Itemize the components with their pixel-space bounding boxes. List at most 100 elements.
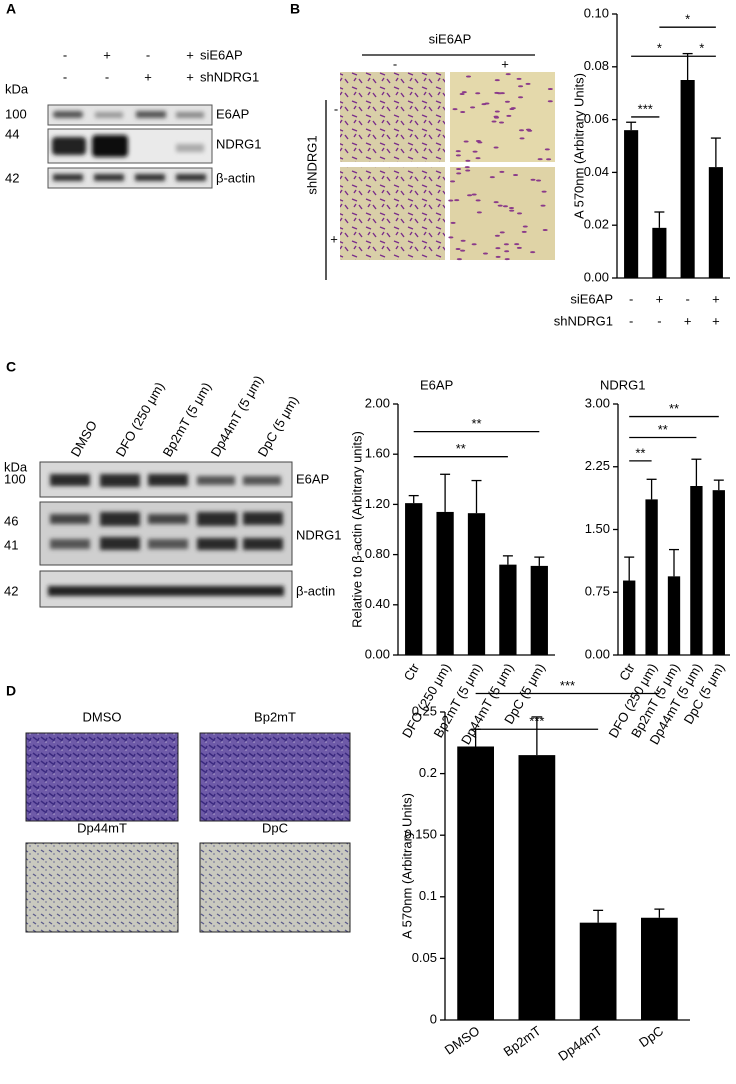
- y-tick-label: 0.02: [584, 217, 609, 232]
- cell: [504, 100, 510, 103]
- cell: [472, 150, 478, 153]
- marker: 42: [4, 583, 18, 598]
- cell: [518, 96, 524, 99]
- condition: +: [144, 69, 152, 84]
- x-tick-label: Ctr: [401, 660, 423, 683]
- cell: [471, 193, 477, 196]
- y-tick-label: 3.00: [585, 395, 610, 410]
- cell: [495, 255, 501, 258]
- cell: [497, 204, 503, 207]
- bar: [436, 511, 454, 655]
- condition: -: [629, 291, 633, 306]
- lane-label: Bp2mT (5 μm): [160, 380, 215, 459]
- y-tick-label: 0.150: [404, 827, 437, 842]
- band-label: β-actin: [216, 170, 255, 185]
- marker: 100: [4, 471, 26, 486]
- cell: [461, 91, 467, 94]
- cell: [476, 211, 482, 214]
- lane-label: DpC (5 μm): [255, 393, 302, 459]
- condition: +: [501, 56, 509, 71]
- cell: [493, 201, 499, 204]
- error-bar: [654, 211, 665, 228]
- marker: 41: [4, 537, 18, 552]
- condition: +: [684, 313, 692, 328]
- cell: [463, 140, 469, 143]
- error-bar: [531, 716, 542, 756]
- condition: -: [63, 47, 67, 62]
- cell: [504, 258, 510, 261]
- bar: [645, 499, 658, 655]
- y-tick-label: 2.00: [365, 395, 390, 410]
- micrograph: [450, 72, 555, 162]
- cell: [481, 103, 487, 106]
- significance: **: [658, 422, 668, 437]
- condition: +: [330, 231, 338, 246]
- condition: -: [146, 47, 150, 62]
- error-bar: [440, 473, 451, 512]
- cell: [460, 239, 466, 242]
- condition: -: [685, 291, 689, 306]
- bar: [680, 80, 695, 278]
- cell: [498, 121, 504, 124]
- kda-label: kDa: [4, 459, 28, 474]
- cell: [456, 167, 462, 170]
- cell: [459, 92, 465, 95]
- micrograph: [25, 842, 179, 933]
- micrograph: [199, 842, 351, 933]
- image-title: Bp2mT: [254, 709, 296, 724]
- error-bar: [669, 548, 679, 577]
- cell: [541, 190, 547, 193]
- cell: [455, 247, 461, 250]
- x-tick-label: Ctr: [616, 660, 638, 683]
- y-axis-label: A 570nm (Arbitrary Units): [399, 793, 414, 939]
- cell: [448, 199, 454, 202]
- cell: [494, 110, 500, 113]
- row-label: shNDRG1: [200, 69, 259, 84]
- condition: +: [656, 291, 664, 306]
- cell: [547, 88, 553, 91]
- cell: [504, 250, 510, 253]
- condition: -: [657, 313, 661, 328]
- band-label: E6AP: [216, 106, 249, 121]
- blot: [39, 461, 293, 608]
- y-tick-label: 0.08: [584, 58, 609, 73]
- cell: [522, 225, 528, 228]
- band-label: NDRG1: [216, 136, 262, 151]
- row-label: shNDRG1: [304, 135, 319, 194]
- bar: [405, 503, 423, 655]
- bar: [467, 513, 486, 655]
- cell: [470, 106, 476, 109]
- band-label: E6AP: [296, 471, 329, 486]
- band-label: β-actin: [296, 583, 335, 598]
- bar: [624, 130, 639, 278]
- cell: [509, 207, 515, 210]
- cell: [521, 230, 527, 233]
- x-tick-label: Dp44mT: [555, 1023, 604, 1064]
- marker: 42: [5, 170, 19, 185]
- kda-label: kDa: [5, 81, 29, 96]
- y-tick-label: 0.75: [585, 584, 610, 599]
- y-tick-label: 2.25: [585, 458, 610, 473]
- cell: [450, 180, 456, 183]
- bar: [667, 576, 681, 655]
- error-bar: [682, 52, 693, 80]
- cell: [466, 75, 472, 78]
- bar: [530, 565, 548, 655]
- cell: [537, 158, 543, 161]
- condition: -: [393, 56, 397, 71]
- cell: [503, 243, 509, 246]
- cell: [471, 243, 477, 246]
- cell: [546, 158, 552, 161]
- cell: [467, 194, 473, 197]
- bar: [518, 755, 556, 1020]
- cell: [450, 221, 456, 224]
- condition: +: [103, 47, 111, 62]
- cell: [525, 82, 531, 85]
- condition: +: [186, 69, 194, 84]
- significance: *: [685, 12, 690, 27]
- condition: -: [629, 313, 633, 328]
- bar: [708, 167, 723, 278]
- cell: [506, 114, 512, 117]
- cell: [456, 258, 462, 261]
- cell: [514, 243, 520, 246]
